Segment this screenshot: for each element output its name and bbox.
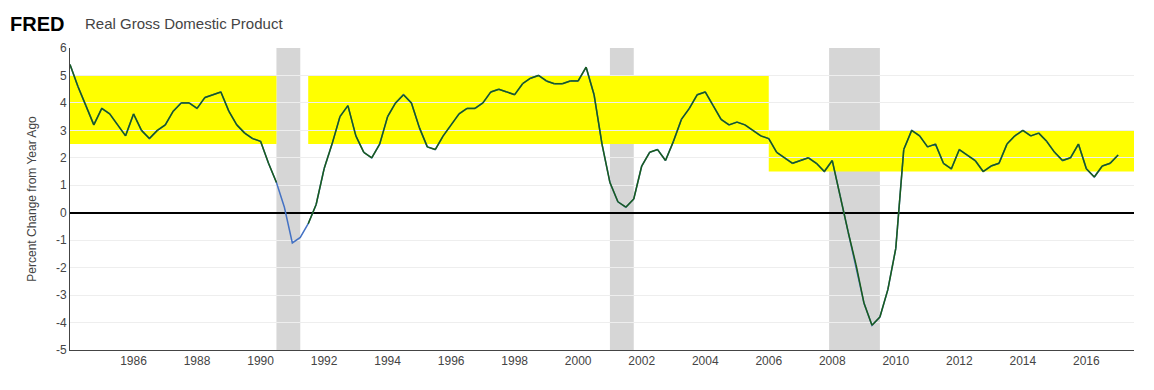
svg-text:-3: -3 xyxy=(56,288,67,302)
svg-text:-1: -1 xyxy=(56,233,67,247)
svg-text:2006: 2006 xyxy=(755,354,782,368)
svg-text:2004: 2004 xyxy=(692,354,719,368)
svg-text:4: 4 xyxy=(60,96,67,110)
svg-text:2: 2 xyxy=(60,151,67,165)
svg-text:FRED: FRED xyxy=(10,13,64,35)
svg-text:1: 1 xyxy=(60,178,67,192)
svg-text:2008: 2008 xyxy=(819,354,846,368)
svg-text:Percent Change from Year Ago: Percent Change from Year Ago xyxy=(25,116,39,282)
svg-text:-4: -4 xyxy=(56,316,67,330)
svg-text:2002: 2002 xyxy=(628,354,655,368)
svg-text:1998: 1998 xyxy=(501,354,528,368)
svg-text:1996: 1996 xyxy=(438,354,465,368)
svg-text:6: 6 xyxy=(60,41,67,55)
svg-text:1986: 1986 xyxy=(120,354,147,368)
svg-text:2014: 2014 xyxy=(1009,354,1036,368)
svg-text:3: 3 xyxy=(60,124,67,138)
svg-text:1992: 1992 xyxy=(311,354,338,368)
svg-text:5: 5 xyxy=(60,69,67,83)
svg-text:2016: 2016 xyxy=(1073,354,1100,368)
svg-text:2000: 2000 xyxy=(565,354,592,368)
svg-text:0: 0 xyxy=(60,206,67,220)
svg-text:1988: 1988 xyxy=(184,354,211,368)
svg-text:-5: -5 xyxy=(56,343,67,357)
svg-text:1994: 1994 xyxy=(374,354,401,368)
svg-text:-2: -2 xyxy=(56,261,67,275)
svg-text:Real Gross Domestic Product: Real Gross Domestic Product xyxy=(85,15,283,32)
svg-text:2010: 2010 xyxy=(882,354,909,368)
svg-text:1990: 1990 xyxy=(247,354,274,368)
svg-text:2012: 2012 xyxy=(946,354,973,368)
